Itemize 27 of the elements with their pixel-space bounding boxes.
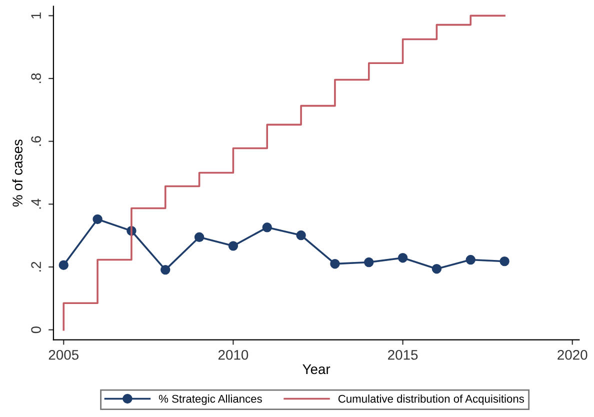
y-tick-label: .6 [31,136,41,146]
y-axis-title: % of cases [12,140,22,207]
x-tick-label: 2015 [388,350,418,360]
y-tick-label: .2 [31,262,41,272]
x-axis-title: Year [302,364,330,374]
point [398,253,408,263]
x-tick-label: 2020 [558,350,588,360]
point [296,230,306,240]
x-tick-label: 2010 [218,350,248,360]
point [330,258,340,269]
legend-label: % Strategic Alliances [158,394,262,405]
point [58,260,68,270]
y-tick-label: 0 [31,326,41,334]
point [262,222,272,232]
x-tick-label: 2005 [48,350,79,360]
point [466,254,476,265]
point [500,256,510,266]
legend-label: Cumulative distribution of Acquisitions [338,394,524,405]
y-tick-label: .8 [31,73,41,84]
y-tick-label: .4 [31,198,41,209]
point [364,257,374,268]
point [432,264,442,274]
point [160,264,170,275]
point [194,232,204,242]
point [228,241,238,251]
point [92,214,102,224]
y-tick-label: 1 [31,12,41,18]
